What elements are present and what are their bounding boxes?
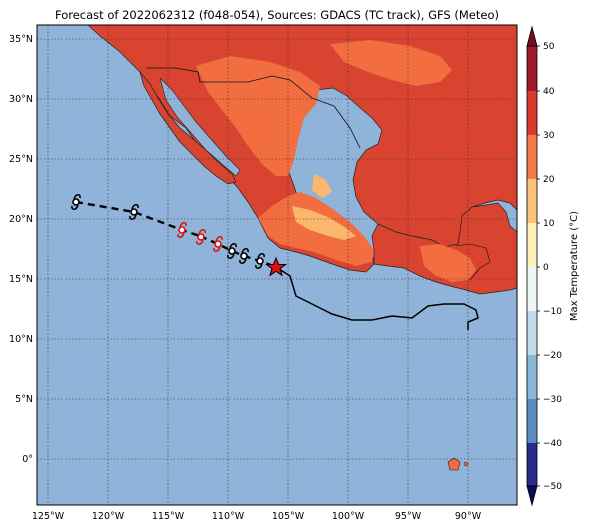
lon-label: 115°W bbox=[152, 511, 185, 522]
land-baja-california bbox=[139, 71, 237, 185]
warm-region-yucatan bbox=[420, 244, 476, 282]
lat-label: 30°N bbox=[9, 94, 33, 105]
colorbar-segment bbox=[527, 46, 537, 91]
track-past bbox=[75, 200, 201, 238]
colorbar-segment bbox=[527, 311, 537, 355]
colorbar-bottom-extend bbox=[526, 485, 538, 507]
colorbar-tick-label: 10 bbox=[543, 219, 555, 229]
map-title: Forecast of 2022062312 (f048-054), Sourc… bbox=[55, 8, 499, 22]
grid-lines bbox=[37, 25, 517, 505]
colorbar-segment bbox=[527, 135, 537, 179]
uncertainty-line bbox=[275, 266, 479, 330]
mild-region-texas bbox=[312, 174, 332, 198]
lat-label: 15°N bbox=[9, 274, 33, 285]
lat-label: 0° bbox=[22, 454, 33, 465]
colorbar-segment bbox=[527, 91, 537, 135]
colorbar-segment bbox=[527, 179, 537, 223]
lat-label: 25°N bbox=[9, 154, 33, 165]
colorbar-segment bbox=[527, 399, 537, 443]
colorbar-tick-label: 30 bbox=[543, 131, 555, 141]
warm-region-north bbox=[330, 40, 452, 86]
colorbar-segment bbox=[527, 355, 537, 399]
colorbar-tick-label: 40 bbox=[543, 87, 555, 97]
colorbar-segment bbox=[527, 267, 537, 311]
lon-label: 100°W bbox=[332, 511, 365, 522]
longitude-labels: 125°W 120°W 115°W 110°W 105°W 100°W 95°W… bbox=[32, 511, 482, 522]
lat-label: 5°N bbox=[15, 394, 33, 405]
map-frame bbox=[36, 24, 518, 506]
lat-label: 20°N bbox=[9, 214, 33, 225]
lon-label: 105°W bbox=[272, 511, 305, 522]
colorbar-tick-label: 0 bbox=[543, 263, 549, 273]
current-position-star-icon bbox=[265, 256, 287, 277]
lon-label: 95°W bbox=[395, 511, 422, 522]
gulf-of-california bbox=[159, 76, 241, 177]
colorbar-tick-label: −30 bbox=[543, 395, 562, 405]
lon-label: 110°W bbox=[212, 511, 245, 522]
lon-label: 125°W bbox=[32, 511, 65, 522]
galapagos-islands bbox=[447, 457, 461, 471]
colorbar-tick-label: −50 bbox=[543, 482, 562, 492]
colorbar-segment bbox=[527, 443, 537, 486]
warm-region-plateau bbox=[196, 56, 320, 176]
latitude-labels: 35°N 30°N 25°N 20°N 15°N 10°N 5°N 0° bbox=[9, 34, 33, 465]
colorbar-label: Max Temperature (°C) bbox=[569, 211, 580, 321]
mild-region-coast bbox=[292, 206, 356, 240]
lon-label: 120°W bbox=[92, 511, 125, 522]
colorbar-tick-label: −20 bbox=[543, 351, 562, 361]
colorbar-frame bbox=[526, 45, 538, 487]
lat-label: 35°N bbox=[9, 34, 33, 45]
lat-label: 10°N bbox=[9, 334, 33, 345]
colorbar-top-extend bbox=[526, 25, 538, 47]
colorbar-tick-label: 50 bbox=[543, 42, 555, 52]
colorbar-tick-label: −40 bbox=[543, 439, 562, 449]
border-central-america bbox=[455, 243, 491, 281]
colorbar-tick-label: 20 bbox=[543, 175, 555, 185]
colorbar-tick-labels: 50 40 30 20 10 0 −10 −20 −30 −40 −50 bbox=[543, 42, 562, 492]
colorbar-tick-label: −10 bbox=[543, 307, 562, 317]
map-area bbox=[37, 25, 517, 505]
colorbar-segment bbox=[527, 223, 537, 267]
lon-label: 90°W bbox=[455, 511, 482, 522]
island-small bbox=[463, 461, 469, 467]
border-usa-mexico bbox=[146, 67, 361, 149]
colorbar-ticks bbox=[537, 45, 540, 487]
colorbar: 50 40 30 20 10 0 −10 −20 −30 −40 −50 Max… bbox=[526, 25, 580, 507]
